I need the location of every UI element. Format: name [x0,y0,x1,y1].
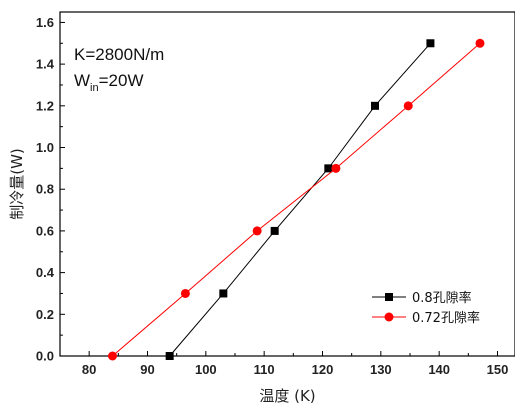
annotation-power-symbol: W [74,71,90,90]
data-point [324,164,333,173]
y-tick-label: 1.4 [36,57,55,72]
data-point [219,289,228,298]
legend-label: 0.8孔隙率 [412,290,472,306]
data-point [252,226,262,236]
x-tick-label: 130 [370,362,392,377]
legend-marker [385,293,393,301]
annotation: K=2800N/m Win=20W [74,45,164,94]
y-tick-label: 0.4 [36,265,55,280]
series-2 [108,38,485,361]
annotation-power-value: =20W [99,71,144,90]
plot-frame [59,11,515,357]
data-point [270,226,279,235]
legend-item: 0.72孔隙率 [372,310,480,326]
y-tick-label: 0.0 [36,349,54,364]
data-point [371,101,379,110]
y-tick-label: 0.8 [36,182,54,197]
annotation-stiffness: K=2800N/m [74,45,164,64]
data-point [108,351,117,361]
y-tick-label: 1.6 [36,15,54,30]
series-1 [165,39,435,360]
data-point [180,288,190,298]
x-tick-label: 120 [312,362,334,377]
x-tick-label: 100 [195,362,217,377]
data-point [475,38,485,48]
y-axis-title: 制冷量(W) [8,148,26,220]
data-point [426,39,435,48]
y-tick-label: 0.6 [36,223,54,238]
legend-marker [384,312,394,322]
axes: 80 90 100 110 120 130 140 150 0.0 0.2 0.4 0.6 0.8 1.0… [8,11,515,405]
x-tick-label: 150 [487,362,509,377]
annotation-input-power: Win=20W [74,71,144,94]
legend: 0.8孔隙率 0.72孔隙率 [372,290,480,326]
y-tick-label: 1.0 [36,140,54,155]
data-point [165,352,174,360]
legend-item: 0.8孔隙率 [372,290,472,306]
data-point [403,101,413,111]
x-tick-label: 110 [254,362,275,377]
legend-label: 0.72孔隙率 [412,310,480,326]
y-tick-label: 0.2 [36,307,54,322]
x-axis-title: 温度 (K) [259,387,315,405]
data-point [331,163,341,173]
series-line [112,42,481,357]
annotation-power-subscript: in [90,82,99,94]
series-line [169,42,431,357]
series-layer [108,38,485,361]
x-tick-label: 90 [140,362,154,377]
x-tick-label: 140 [428,362,450,377]
x-tick-label: 80 [82,362,96,377]
y-tick-label: 1.2 [36,98,54,113]
